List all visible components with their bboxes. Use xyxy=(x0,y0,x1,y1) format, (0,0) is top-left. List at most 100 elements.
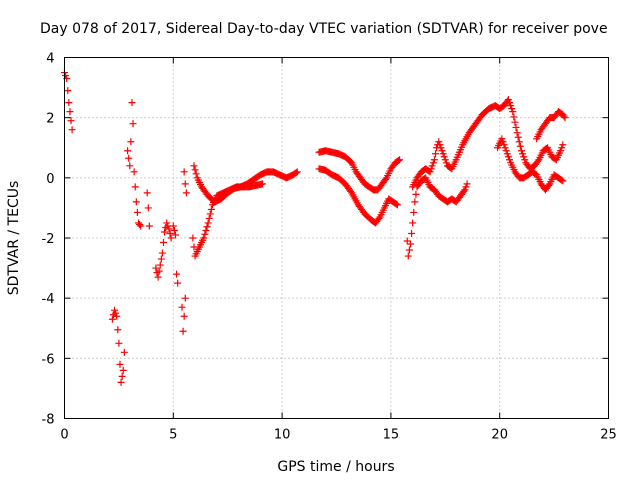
data-point xyxy=(439,150,447,158)
data-point xyxy=(438,147,446,155)
data-point xyxy=(430,156,438,164)
data-point xyxy=(516,142,524,150)
data-point xyxy=(499,138,507,146)
data-point xyxy=(393,201,401,209)
data-point xyxy=(191,166,199,174)
data-point xyxy=(190,162,198,170)
data-point xyxy=(517,147,525,155)
data-point xyxy=(403,237,411,245)
data-point xyxy=(375,214,383,222)
data-point xyxy=(163,219,171,227)
data-point xyxy=(410,208,418,216)
data-point xyxy=(519,150,527,158)
data-segment xyxy=(178,294,189,335)
data-point xyxy=(203,223,211,231)
data-point xyxy=(131,183,139,191)
data-point xyxy=(561,114,569,122)
data-point xyxy=(427,165,435,173)
data-point xyxy=(200,234,208,242)
data-point xyxy=(158,249,166,257)
data-point xyxy=(504,153,512,161)
data-point xyxy=(503,150,511,158)
data-point xyxy=(392,200,400,208)
data-segment xyxy=(494,135,567,194)
data-point xyxy=(505,99,513,107)
data-segment xyxy=(403,174,471,260)
data-point xyxy=(205,214,213,222)
data-point xyxy=(509,108,517,116)
data-point xyxy=(64,87,72,95)
data-segment xyxy=(108,306,128,386)
data-point xyxy=(167,234,175,242)
data-point xyxy=(143,189,151,197)
data-point xyxy=(156,261,164,269)
data-segment xyxy=(124,99,145,230)
data-point xyxy=(160,239,168,247)
data-point xyxy=(181,180,189,188)
data-point xyxy=(133,208,141,216)
data-point xyxy=(436,141,444,149)
data-point xyxy=(118,372,126,380)
data-point xyxy=(62,72,70,80)
data-point xyxy=(179,327,187,335)
data-point xyxy=(396,156,404,164)
data-point xyxy=(429,159,437,167)
data-point xyxy=(507,102,515,110)
x-tick-label: 10 xyxy=(274,428,291,443)
data-point xyxy=(119,366,127,374)
data-point xyxy=(169,222,177,230)
data-point xyxy=(381,175,389,183)
y-tick-label: -8 xyxy=(42,413,55,428)
data-point xyxy=(171,231,179,239)
data-point xyxy=(170,226,178,234)
data-segment xyxy=(315,147,404,194)
data-point xyxy=(405,246,413,254)
data-point xyxy=(441,156,449,164)
data-point xyxy=(435,138,443,146)
y-tick-label: -4 xyxy=(42,292,55,307)
data-point xyxy=(202,226,210,234)
data-segment xyxy=(180,168,190,197)
data-point xyxy=(174,279,182,287)
data-point xyxy=(117,378,125,386)
data-point xyxy=(514,133,522,141)
chart-title: Day 078 of 2017, Sidereal Day-to-day VTE… xyxy=(40,21,608,37)
data-point xyxy=(155,267,163,275)
x-tick-label: 15 xyxy=(383,428,400,443)
y-tick-label: -2 xyxy=(42,232,55,247)
data-point xyxy=(144,204,152,212)
data-point xyxy=(157,255,165,263)
data-point xyxy=(189,234,197,242)
data-point xyxy=(66,108,74,116)
data-segment xyxy=(533,108,569,143)
data-segment xyxy=(315,165,401,227)
data-point xyxy=(411,198,419,206)
data-segment xyxy=(143,189,153,230)
data-point xyxy=(68,126,76,134)
data-point xyxy=(204,219,212,227)
y-tick-label: 0 xyxy=(46,172,54,187)
data-point xyxy=(180,312,188,320)
data-point xyxy=(462,183,470,191)
data-point xyxy=(128,99,136,107)
data-point xyxy=(115,339,123,347)
data-point xyxy=(182,189,190,197)
data-point xyxy=(165,225,173,233)
data-point xyxy=(178,303,186,311)
data-point xyxy=(513,129,521,137)
data-points xyxy=(61,69,569,386)
data-point xyxy=(166,229,174,237)
data-point xyxy=(136,220,144,228)
data-point xyxy=(412,190,420,198)
y-axis-label: SDTVAR / TECUs xyxy=(6,181,22,296)
data-point xyxy=(192,170,200,178)
data-point xyxy=(114,326,122,334)
data-point xyxy=(502,147,510,155)
y-tick-label: 4 xyxy=(46,52,54,67)
data-point xyxy=(112,309,120,317)
data-point xyxy=(404,252,412,260)
data-point xyxy=(132,198,140,206)
x-axis-label: GPS time / hours xyxy=(277,459,394,475)
data-point xyxy=(505,156,513,164)
